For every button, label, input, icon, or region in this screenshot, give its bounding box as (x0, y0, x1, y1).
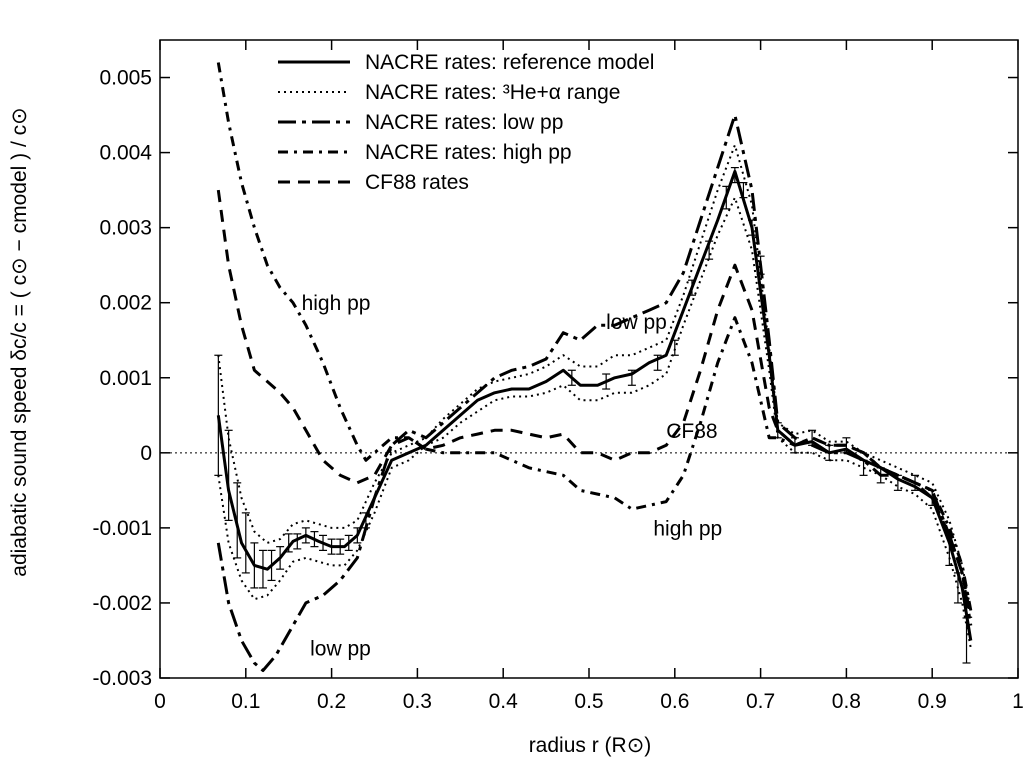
annotation-label: high pp (653, 517, 722, 540)
y-tick-label: 0.005 (99, 67, 152, 90)
x-tick-label: 0.2 (317, 690, 346, 713)
y-tick-label: 0.003 (99, 217, 152, 240)
annotation-label: low pp (606, 311, 667, 334)
legend: NACRE rates: reference model NACRE rates:… (278, 51, 654, 194)
x-axis-label: radius r (R⊙) (529, 734, 652, 757)
plot-frame (159, 39, 1019, 679)
y-tick-label: -0.002 (92, 592, 152, 615)
series-line-solid-0 (216, 169, 973, 641)
series-line-dashed-5 (216, 189, 973, 619)
series-layer (216, 62, 973, 672)
y-tick-label: 0.002 (99, 292, 152, 315)
x-tick-label: 1 (1012, 690, 1024, 713)
legend-label: NACRE rates: ³He+α range (365, 81, 621, 104)
series-line-dashdot-long-3 (216, 113, 973, 672)
annotations: high pp low pp CF88 high pp low pp (302, 292, 723, 660)
x-tick-label: 0.5 (574, 690, 603, 713)
legend-label: CF88 rates (365, 171, 469, 194)
error-bars (214, 167, 971, 664)
y-axis-label: adiabatic sound speed δc/c = ( c⊙ − cmod… (8, 107, 31, 576)
annotation-label: CF88 (666, 420, 717, 443)
series-line-dotted-2 (217, 196, 972, 649)
legend-label: NACRE rates: reference model (365, 51, 654, 74)
y-tick-label: -0.003 (92, 667, 152, 690)
x-tick-label: 0.7 (746, 690, 775, 713)
x-tick-label: 0.8 (832, 690, 861, 713)
legend-label: NACRE rates: low pp (365, 111, 563, 134)
y-tick-label: 0.001 (99, 367, 152, 390)
y-tick-label: -0.001 (92, 517, 152, 540)
plot-border (159, 39, 1019, 679)
x-tick-label: 0.3 (403, 690, 432, 713)
x-tick-label: 0.4 (489, 690, 519, 713)
annotation-label: high pp (302, 292, 371, 315)
x-tick-label: 0.9 (918, 690, 947, 713)
y-tick-label: 0.004 (99, 142, 152, 165)
legend-label: NACRE rates: high pp (365, 141, 572, 164)
x-tick-label: 0 (154, 690, 166, 713)
y-axis-ticks: -0.003 -0.002 -0.001 0 0.001 0.002 0.003 0.004 0… (92, 67, 1018, 690)
x-tick-label: 0.6 (660, 690, 689, 713)
x-axis-ticks: 0 0.1 0.2 0.3 0.4 0.5 0.6 0.7 0.8 0.9 1 (154, 40, 1024, 713)
y-tick-label: 0 (140, 442, 152, 465)
x-tick-label: 0.1 (231, 690, 260, 713)
annotation-label: low pp (310, 637, 371, 660)
